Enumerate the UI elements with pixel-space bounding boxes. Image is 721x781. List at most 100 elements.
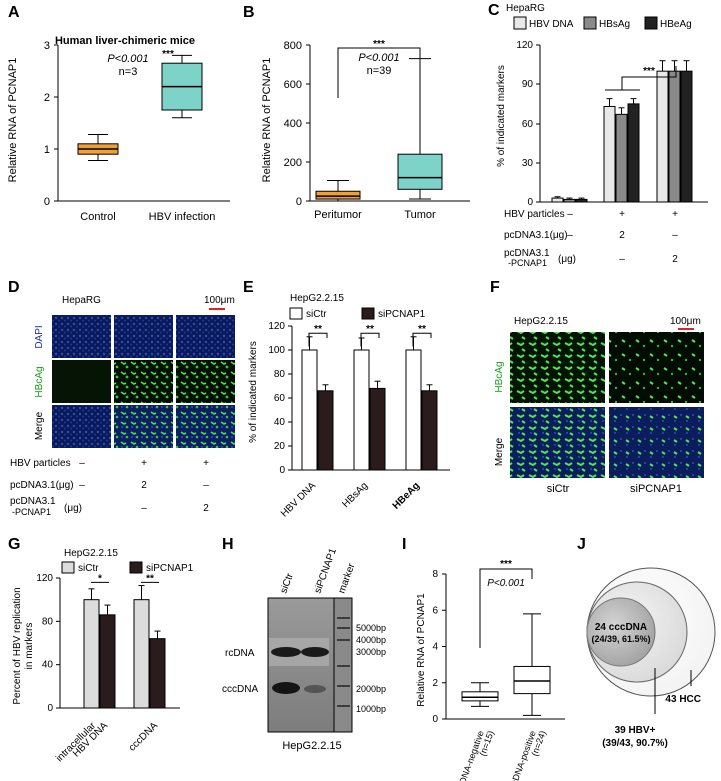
svg-text:-PCNAP1: -PCNAP1 (508, 258, 547, 268)
panel-a-pvalue: P<0.001 (107, 53, 148, 65)
bar-g-0-0 (83, 599, 100, 709)
panel-a-box-hbv (161, 54, 203, 119)
panel-g-cell: HepG2.2.15 (64, 548, 118, 559)
panel-h-label-rcdna: rcDNA (225, 648, 255, 659)
panel-b-yaxis: 0 200 400 600 800 (284, 40, 311, 208)
panel-label-a: A (8, 4, 20, 21)
panel-c-ytick-1: 30 (522, 158, 534, 169)
micrograph-f-hbcag-sictr (510, 332, 605, 403)
panel-b-box-tumor (397, 58, 443, 200)
legend-hbvdna: HBV DNA (529, 19, 574, 30)
bar-e-1-1 (369, 387, 386, 471)
micrograph-d-dapi-3 (176, 315, 235, 358)
svg-text:2: 2 (619, 230, 625, 241)
panel-h-cell: HepG2.2.15 (282, 740, 341, 752)
panel-e-ytick-0: 0 (279, 465, 285, 476)
panel-e-ylabel: % of indicated markers (248, 341, 259, 443)
panel-e-ytick-6: 120 (268, 321, 285, 332)
panel-i-ytick-1: 2 (432, 678, 438, 689)
panel-h-lane-marker: marker (336, 561, 357, 595)
svg-text:pcDNA3.1(μg): pcDNA3.1(μg) (10, 480, 74, 491)
svg-text:+: + (619, 209, 625, 220)
micrograph-d-dapi-1 (52, 315, 111, 358)
panel-a-xlabel-hbv: HBV infection (149, 211, 216, 223)
micrograph-d-hbcag-3 (176, 360, 235, 403)
panel-d-row-hbcag: HBcAg (34, 366, 45, 397)
panel-d-cell: HepaRG (62, 295, 101, 306)
bar-g-1-0 (99, 614, 116, 709)
panel-label-g: G (8, 536, 21, 553)
panel-b-sig: *** (373, 39, 385, 50)
panel-label-i: I (402, 536, 407, 553)
panel-label-c: C (488, 2, 500, 19)
panel-b-sig-bracket (337, 47, 421, 98)
legend-swatch-g-sipcnap1 (129, 561, 143, 574)
svg-text:–: – (141, 503, 147, 514)
panel-a-n: n=3 (119, 66, 138, 78)
bar-c-2-0 (575, 198, 588, 203)
panel-e-ytick-3: 60 (274, 393, 286, 404)
legend-hbsag: HBsAg (599, 19, 630, 30)
svg-text:2: 2 (203, 503, 209, 514)
panel-d-row-merge: Merge (34, 411, 45, 440)
svg-text:+: + (672, 209, 678, 220)
panel-i-boxplot: Relative RNA of PCNAP1 0 2 4 6 8 *** P<0.001… (416, 559, 565, 781)
panel-i-ylabel: Relative RNA of PCNAP1 (416, 593, 427, 707)
bar-g-0-1 (133, 599, 150, 709)
box-i-positive-iqr (513, 665, 551, 695)
panel-b-pvalue: P<0.001 (358, 52, 399, 64)
legend-g-sictr: siCtr (78, 563, 99, 574)
panel-c-ylabel: % of indicated markers (496, 65, 507, 167)
micrograph-f-merge-sictr (510, 407, 605, 478)
svg-text:–: – (79, 480, 85, 491)
bracket-e-2 (412, 332, 432, 347)
panel-g-barchart: HepG2.2.15 siCtr siPCNAP1 Percent of HBV… (12, 548, 194, 764)
bracket-e-0 (308, 332, 328, 347)
legend-swatch-hbsag (583, 16, 597, 30)
panel-c-treatment-table: HBV particles – + + pcDNA3.1(μg) – 2 – p… (504, 209, 678, 268)
venn-middle-label: 39 HBV+ (615, 725, 656, 736)
panel-label-e: E (243, 279, 254, 296)
svg-text:(μg): (μg) (64, 503, 82, 514)
micrograph-d-hbcag-2 (114, 360, 173, 403)
svg-text:–: – (567, 230, 573, 241)
panel-a-ylabel: Relative RNA of PCNAP1 (7, 58, 19, 183)
svg-text:2: 2 (672, 254, 678, 265)
panel-e-barchart: HepG2.2.15 siCtr siPCNAP1 % of indicated… (248, 293, 450, 520)
panel-g-ytick-1: 40 (42, 660, 54, 671)
panel-i-sig-bracket (479, 568, 533, 648)
svg-text:–: – (79, 458, 85, 469)
panel-b-boxplot: Relative RNA of PCNAP1 0 200 400 600 800… (261, 39, 470, 221)
bar-c-1-0 (563, 198, 576, 203)
svg-text:pcDNA3.1: pcDNA3.1 (10, 496, 56, 507)
bar-e-0-2 (405, 349, 422, 471)
panel-d-scale: 100μm (204, 295, 235, 306)
panel-c-row0-name: HBV particles (504, 209, 565, 220)
band-sictr-rcdna (271, 647, 301, 657)
marker-5000: 5000bp (356, 623, 386, 633)
svg-text:–: – (203, 480, 209, 491)
panel-f-scale: 100μm (670, 316, 701, 327)
panel-g-ytick-0: 0 (47, 703, 53, 714)
bar-c-0-0 (551, 197, 564, 203)
legend-hbeag: HBeAg (660, 19, 692, 30)
panel-b-ytick-1: 200 (284, 157, 302, 169)
legend-swatch-sipcnap1 (361, 307, 375, 320)
panel-e-ytick-1: 20 (274, 441, 286, 452)
venn-outer-label: 43 HCC (665, 694, 701, 705)
panel-c-cell: HepaRG (506, 3, 545, 14)
panel-c-ytick-4: 120 (516, 40, 533, 51)
micrograph-d-dapi-2 (114, 315, 173, 358)
panel-e-bars: ** ** ** (301, 324, 438, 471)
panel-g-yaxis: 0 40 80 120 (36, 573, 61, 714)
panel-e-xlabel-2: HBeAg (391, 480, 422, 511)
panel-e-ytick-4: 80 (274, 369, 286, 380)
panel-h-label-cccdna: cccDNA (222, 684, 258, 695)
panel-label-f: F (490, 279, 500, 296)
panel-i-ytick-4: 8 (432, 569, 438, 580)
svg-text:+: + (141, 458, 147, 469)
sig-e-1: ** (366, 324, 374, 335)
box-i-negative-iqr (461, 691, 499, 702)
panel-b-box-peritumor (315, 180, 361, 202)
micrograph-d-hbcag-1 (52, 360, 111, 403)
